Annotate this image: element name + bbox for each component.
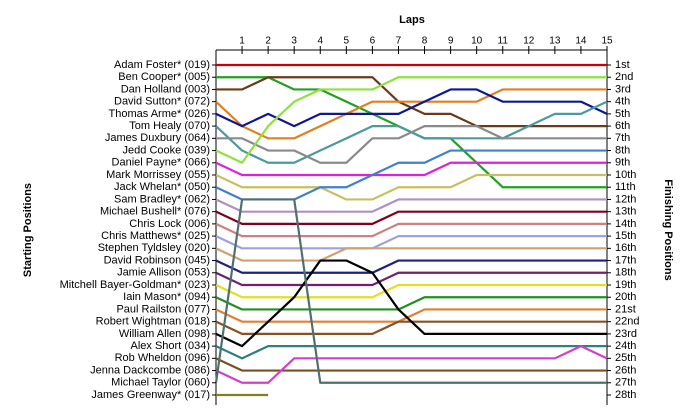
- finish-label: 10th: [615, 169, 636, 181]
- lap-line: [215, 198, 607, 213]
- lap-line: [215, 296, 607, 311]
- lap-line: [215, 283, 607, 299]
- start-label: Robert Wightman (018): [96, 316, 210, 328]
- x-tick-label: 5: [344, 36, 350, 47]
- finish-label: 2nd: [615, 71, 633, 83]
- finish-label: 18th: [615, 267, 636, 279]
- finish-label: 15th: [615, 230, 636, 242]
- start-label: Jack Whelan* (050): [114, 181, 210, 193]
- finish-label: 27th: [615, 377, 636, 389]
- start-label: Alex Short (034): [131, 340, 210, 352]
- finish-label: 17th: [615, 254, 636, 266]
- lap-line: [216, 125, 607, 164]
- finish-label: 23rd: [615, 328, 637, 340]
- lap-line: [215, 88, 608, 128]
- lap-line: [215, 235, 607, 250]
- x-tick-label: 8: [422, 36, 428, 47]
- lap-line: [215, 259, 607, 274]
- finish-label: 21st: [615, 303, 636, 315]
- lap-line: [215, 210, 607, 225]
- start-label: Chris Lock (006): [129, 218, 210, 230]
- finish-label: 5th: [615, 108, 630, 120]
- x-tick-label: 7: [396, 36, 402, 47]
- x-tick-label: 15: [601, 36, 613, 47]
- start-label: David Robinson (045): [104, 254, 210, 266]
- y2-axis-title: Finishing Positions: [662, 179, 674, 280]
- lap-line: [215, 345, 608, 384]
- y-axis-title: Starting Positions: [22, 183, 34, 277]
- start-label: Mark Morrissey (055): [106, 169, 210, 181]
- finish-label: 20th: [615, 291, 636, 303]
- finish-label: 13th: [615, 206, 636, 218]
- start-label: David Sutton* (072): [114, 96, 210, 108]
- lap-line: [214, 198, 607, 384]
- x-tick-label: 10: [471, 36, 483, 47]
- lap-line: [215, 259, 607, 348]
- finish-label: 25th: [615, 352, 636, 364]
- lap-line: [215, 222, 607, 238]
- x-tick-label: 9: [448, 36, 454, 47]
- x-tick-label: 3: [291, 36, 297, 47]
- start-label: William Allen (098): [119, 328, 210, 340]
- start-label: Michael Bushell* (076): [100, 206, 210, 218]
- finish-label: 3rd: [615, 83, 631, 95]
- start-label: Tom Healy (070): [129, 120, 210, 132]
- lap-line: [215, 173, 607, 201]
- x-tick-label: 6: [370, 36, 376, 47]
- finish-label: 8th: [615, 144, 630, 156]
- start-label: James Duxbury (064): [105, 132, 210, 144]
- x-tick-label: 1: [239, 36, 245, 47]
- lap-line: [215, 247, 607, 262]
- start-label: Sam Bradley* (062): [114, 193, 210, 205]
- x-tick-label: 11: [498, 36, 509, 47]
- x-tick-label: 13: [549, 36, 561, 47]
- x-tick-label: 2: [265, 36, 271, 47]
- x-tick-label: 12: [523, 36, 535, 47]
- start-label: Daniel Payne* (066): [112, 157, 210, 169]
- x-axis-title: Laps: [399, 14, 425, 26]
- start-label: Dan Holland (003): [121, 83, 210, 95]
- finish-label: 1st: [615, 59, 630, 71]
- start-label: Rob Wheldon (096): [115, 352, 210, 364]
- start-label: Adam Foster* (019): [114, 59, 210, 71]
- x-tick-label: 14: [575, 36, 587, 47]
- lap-line: [215, 345, 607, 360]
- finish-label: 16th: [615, 242, 636, 254]
- finish-label: 28th: [615, 389, 636, 401]
- start-label: Chris Matthews* (025): [101, 230, 210, 242]
- start-label: Paul Railston (077): [116, 303, 210, 315]
- start-label: Jedd Cooke (039): [123, 144, 210, 156]
- finish-label: 12th: [615, 193, 636, 205]
- start-label: Thomas Arme* (026): [109, 108, 210, 120]
- finish-label: 6th: [615, 120, 630, 132]
- lap-line: [215, 320, 607, 335]
- start-label: James Greenway* (017): [91, 389, 210, 401]
- finish-label: 24th: [615, 340, 636, 352]
- start-label: Ben Cooper* (005): [118, 71, 210, 83]
- finish-label: 7th: [615, 132, 630, 144]
- finish-label: 19th: [615, 279, 636, 291]
- start-label: Stephen Tyldsley (020): [98, 242, 210, 254]
- start-label: Iain Mason* (094): [123, 291, 210, 303]
- start-label: Mitchell Bayer-Goldman* (023): [60, 279, 210, 291]
- start-label: Michael Taylor (060): [111, 377, 210, 389]
- start-label: Jamie Allison (053): [117, 267, 210, 279]
- finish-label: 11th: [615, 181, 636, 193]
- start-label: Jenna Dackcombe (086): [90, 364, 210, 376]
- lap-line: [215, 76, 607, 164]
- lap-line: [215, 161, 607, 177]
- lap-line: [215, 308, 607, 323]
- x-tick-label: 4: [317, 36, 323, 47]
- finish-label: 22nd: [615, 316, 639, 328]
- finish-label: 26th: [615, 364, 636, 376]
- finish-label: 4th: [615, 96, 630, 108]
- finish-label: 9th: [615, 157, 630, 169]
- lap-line: [215, 271, 607, 287]
- lap-line: [215, 357, 607, 372]
- lap-line: [215, 88, 607, 140]
- finish-label: 14th: [615, 218, 636, 230]
